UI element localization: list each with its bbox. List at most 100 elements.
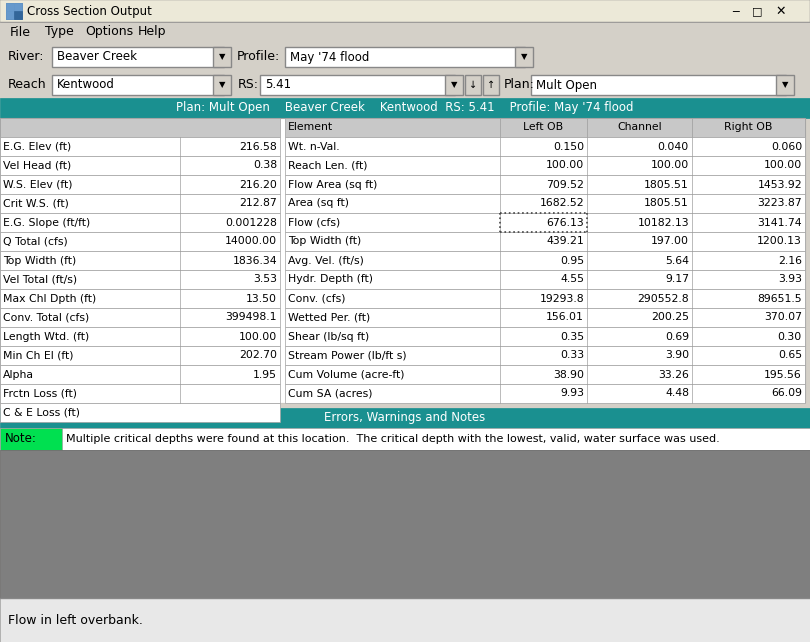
Bar <box>6 3 22 19</box>
Bar <box>6 11 14 19</box>
Text: 3.93: 3.93 <box>778 275 802 284</box>
Bar <box>0 213 280 232</box>
Text: 212.87: 212.87 <box>239 198 277 209</box>
Bar <box>0 408 810 428</box>
Text: Cum SA (acres): Cum SA (acres) <box>288 388 373 399</box>
Text: Area (sq ft): Area (sq ft) <box>288 198 349 209</box>
Text: 0.38: 0.38 <box>253 160 277 171</box>
Text: 439.21: 439.21 <box>546 236 584 247</box>
Bar <box>0 428 810 450</box>
Text: 370.07: 370.07 <box>764 313 802 322</box>
Text: Right OB: Right OB <box>724 123 773 132</box>
Bar <box>285 251 805 270</box>
Bar <box>0 232 280 251</box>
Text: □: □ <box>752 6 762 16</box>
Text: Left OB: Left OB <box>523 123 564 132</box>
Text: Top Width (ft): Top Width (ft) <box>3 256 76 266</box>
Bar <box>285 308 805 327</box>
Text: 0.060: 0.060 <box>771 141 802 152</box>
Text: 66.09: 66.09 <box>771 388 802 399</box>
Bar <box>285 137 805 156</box>
Bar <box>445 75 463 95</box>
Text: Cross Section Output: Cross Section Output <box>27 4 152 17</box>
Text: 89651.5: 89651.5 <box>757 293 802 304</box>
Text: 676.13: 676.13 <box>546 218 584 227</box>
Text: Cum Volume (acre-ft): Cum Volume (acre-ft) <box>288 370 404 379</box>
Text: ↑: ↑ <box>487 80 495 90</box>
Text: Mult Open: Mult Open <box>536 78 597 92</box>
Text: Element: Element <box>288 123 333 132</box>
Text: Stream Power (lb/ft s): Stream Power (lb/ft s) <box>288 351 407 361</box>
Bar <box>587 118 692 137</box>
Text: River:: River: <box>8 49 45 62</box>
Bar <box>0 22 810 42</box>
Text: Conv. (cfs): Conv. (cfs) <box>288 293 346 304</box>
Text: Vel Head (ft): Vel Head (ft) <box>3 160 71 171</box>
Text: ▼: ▼ <box>782 80 788 89</box>
Bar <box>285 346 805 365</box>
Bar <box>285 289 805 308</box>
Text: Shear (lb/sq ft): Shear (lb/sq ft) <box>288 331 369 342</box>
Bar <box>52 47 224 67</box>
Text: 197.00: 197.00 <box>651 236 689 247</box>
Text: ▼: ▼ <box>219 80 225 89</box>
Bar <box>531 75 786 95</box>
Bar <box>0 365 280 384</box>
Bar <box>285 118 500 137</box>
Bar <box>0 70 810 98</box>
Text: Wt. n-Val.: Wt. n-Val. <box>288 141 339 152</box>
Text: 0.33: 0.33 <box>560 351 584 361</box>
Text: May '74 flood: May '74 flood <box>290 51 369 64</box>
Text: 399498.1: 399498.1 <box>225 313 277 322</box>
Text: 5.64: 5.64 <box>665 256 689 266</box>
Bar <box>465 75 481 95</box>
Text: Flow in left overbank.: Flow in left overbank. <box>8 614 143 627</box>
Bar <box>260 75 455 95</box>
Text: 13.50: 13.50 <box>246 293 277 304</box>
Bar <box>0 270 280 289</box>
Text: RS:: RS: <box>238 78 259 91</box>
Text: Vel Total (ft/s): Vel Total (ft/s) <box>3 275 77 284</box>
Bar <box>0 118 805 403</box>
Text: Min Ch El (ft): Min Ch El (ft) <box>3 351 74 361</box>
Text: Profile:: Profile: <box>237 49 280 62</box>
Text: Flow Area (sq ft): Flow Area (sq ft) <box>288 180 377 189</box>
Text: 1805.51: 1805.51 <box>644 198 689 209</box>
Text: 3.90: 3.90 <box>665 351 689 361</box>
Text: 200.25: 200.25 <box>651 313 689 322</box>
Text: File: File <box>10 26 31 39</box>
Text: ↓: ↓ <box>469 80 477 90</box>
Bar <box>0 450 810 598</box>
Text: 0.95: 0.95 <box>560 256 584 266</box>
Text: Multiple critical depths were found at this location.  The critical depth with t: Multiple critical depths were found at t… <box>66 434 720 444</box>
Bar <box>0 194 280 213</box>
Bar <box>0 384 280 403</box>
Text: ✕: ✕ <box>776 4 787 17</box>
Text: Beaver Creek: Beaver Creek <box>57 51 137 64</box>
Bar <box>0 598 810 642</box>
Text: 1.95: 1.95 <box>253 370 277 379</box>
Text: Q Total (cfs): Q Total (cfs) <box>3 236 68 247</box>
Text: 0.001228: 0.001228 <box>225 218 277 227</box>
Bar <box>285 213 805 232</box>
Text: 0.65: 0.65 <box>778 351 802 361</box>
Bar <box>483 75 499 95</box>
Text: ─: ─ <box>732 6 740 16</box>
Text: 100.00: 100.00 <box>239 331 277 342</box>
Bar <box>285 175 805 194</box>
Bar <box>500 118 587 137</box>
Bar <box>0 156 280 175</box>
Bar <box>0 98 810 118</box>
Text: 216.58: 216.58 <box>239 141 277 152</box>
Text: Reach: Reach <box>8 78 47 91</box>
Bar <box>692 118 805 137</box>
Text: 0.040: 0.040 <box>658 141 689 152</box>
Text: Help: Help <box>138 26 167 39</box>
Text: ▼: ▼ <box>450 80 458 89</box>
Text: 709.52: 709.52 <box>546 180 584 189</box>
Bar <box>0 327 280 346</box>
Text: 202.70: 202.70 <box>239 351 277 361</box>
Bar <box>0 251 280 270</box>
Bar <box>14 3 22 11</box>
Text: Conv. Total (cfs): Conv. Total (cfs) <box>3 313 89 322</box>
